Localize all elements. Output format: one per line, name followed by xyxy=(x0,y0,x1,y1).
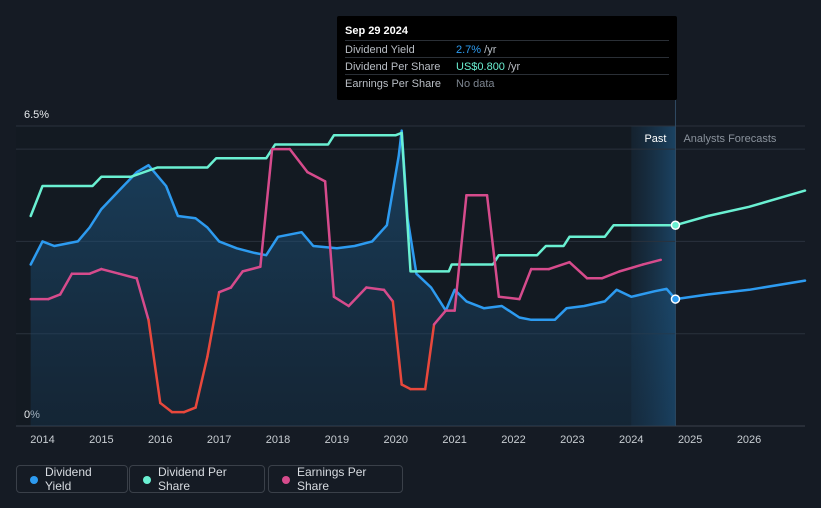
earnings-per-share-segment xyxy=(147,318,162,405)
earnings-per-share-segment xyxy=(432,309,448,326)
earnings-per-share-segment xyxy=(47,293,62,301)
x-tick-label: 2020 xyxy=(384,434,408,446)
earnings-per-share-segment xyxy=(58,272,74,296)
tooltip-value-wrap: US$0.800 /yr xyxy=(456,61,520,73)
x-tick-label: 2015 xyxy=(89,434,113,446)
tooltip-value: US$0.800 xyxy=(456,61,505,73)
chart-tooltip: Sep 29 2024 Dividend Yield 2.7% /yr Divi… xyxy=(337,16,677,100)
legend-dot-icon xyxy=(30,476,38,484)
x-tick-label: 2022 xyxy=(501,434,525,446)
earnings-per-share-segment xyxy=(323,180,336,299)
earnings-per-share-segment xyxy=(365,286,386,292)
earnings-per-share-segment xyxy=(453,193,468,312)
x-tick-label: 2016 xyxy=(148,434,172,446)
earnings-per-share-segment xyxy=(135,277,150,322)
legend-label: Earnings Per Share xyxy=(297,465,367,493)
tooltip-row-earnings-per-share: Earnings Per Share No data xyxy=(345,74,669,92)
earnings-per-share-segment xyxy=(229,270,244,289)
earnings-per-share-segment xyxy=(117,272,138,280)
x-tick-label: 2021 xyxy=(442,434,466,446)
earnings-per-share-segment xyxy=(241,265,262,273)
earnings-per-share-segment xyxy=(306,170,327,183)
earnings-per-share-segment xyxy=(382,288,395,303)
earnings-per-share-segment xyxy=(159,401,174,414)
tooltip-label: Dividend Yield xyxy=(345,44,415,56)
legend-earnings-per-share[interactable]: Earnings Per Share xyxy=(268,465,403,493)
tooltip-value-wrap: 2.7% /yr xyxy=(456,44,496,56)
dividend-yield-area xyxy=(30,130,676,426)
x-tick-label: 2025 xyxy=(678,434,702,446)
earnings-per-share-segment xyxy=(391,300,403,386)
earnings-per-share-segment xyxy=(600,270,621,280)
legend-label: Dividend Per Share xyxy=(158,465,227,493)
earnings-per-share-segment xyxy=(497,295,521,301)
legend-dot-icon xyxy=(143,476,151,484)
legend-dividend-per-share[interactable]: Dividend Per Share xyxy=(129,465,265,493)
past-label: Past xyxy=(644,133,666,145)
legend-dot-icon xyxy=(282,476,290,484)
earnings-per-share-segment xyxy=(347,286,368,308)
forecast-label: Analysts Forecasts xyxy=(683,133,776,145)
earnings-per-share-segment xyxy=(423,323,436,391)
tooltip-row-dividend-per-share: Dividend Per Share US$0.800 /yr xyxy=(345,57,669,75)
tooltip-suffix: /yr xyxy=(481,44,497,56)
x-tick-label: 2018 xyxy=(266,434,290,446)
dividend-per-share-line xyxy=(29,131,677,273)
dividend-yield-line xyxy=(29,129,677,322)
earnings-per-share-segment xyxy=(100,267,121,275)
x-tick-label: 2017 xyxy=(207,434,231,446)
earnings-per-share-segment xyxy=(182,406,197,414)
earnings-per-share-segment xyxy=(217,286,233,294)
forecast-start-marker xyxy=(670,294,681,304)
earnings-per-share-segment xyxy=(288,147,309,174)
tooltip-value-wrap: No data xyxy=(456,78,495,90)
earnings-per-share-segment xyxy=(618,263,645,273)
earnings-per-share-segment xyxy=(641,258,662,266)
earnings-per-share-segment xyxy=(568,260,589,280)
tooltip-label: Dividend Per Share xyxy=(345,61,441,73)
tooltip-suffix: /yr xyxy=(504,61,521,73)
y-axis-top-label: 6.5% xyxy=(24,109,49,121)
earnings-per-share-segment xyxy=(400,383,412,391)
dividend-yield-forecast-line xyxy=(674,279,807,301)
earnings-per-share-segment xyxy=(259,147,274,269)
x-tick-label: 2014 xyxy=(30,434,54,446)
forecast-start-marker xyxy=(670,220,681,230)
earnings-per-share-segment xyxy=(88,267,103,275)
x-tick-label: 2019 xyxy=(325,434,349,446)
legend-label: Dividend Yield xyxy=(45,465,92,493)
x-tick-label: 2023 xyxy=(560,434,584,446)
tooltip-label: Earnings Per Share xyxy=(345,78,441,90)
tooltip-date: Sep 29 2024 xyxy=(345,25,408,37)
legend-dividend-yield[interactable]: Dividend Yield xyxy=(16,465,128,493)
tooltip-value: 2.7% xyxy=(456,44,482,56)
dividend-per-share-forecast-line xyxy=(674,189,807,227)
x-tick-label: 2026 xyxy=(737,434,761,446)
tooltip-value: No data xyxy=(456,78,495,90)
earnings-per-share-segment xyxy=(518,267,533,301)
earnings-per-share-segment xyxy=(194,355,209,409)
earnings-per-share-segment xyxy=(332,295,350,308)
earnings-per-share-segment xyxy=(485,193,501,299)
earnings-per-share-segment xyxy=(206,290,221,359)
tooltip-row-dividend-yield: Dividend Yield 2.7% /yr xyxy=(345,40,669,58)
x-tick-label: 2024 xyxy=(619,434,643,446)
earnings-per-share-segment xyxy=(547,260,571,271)
